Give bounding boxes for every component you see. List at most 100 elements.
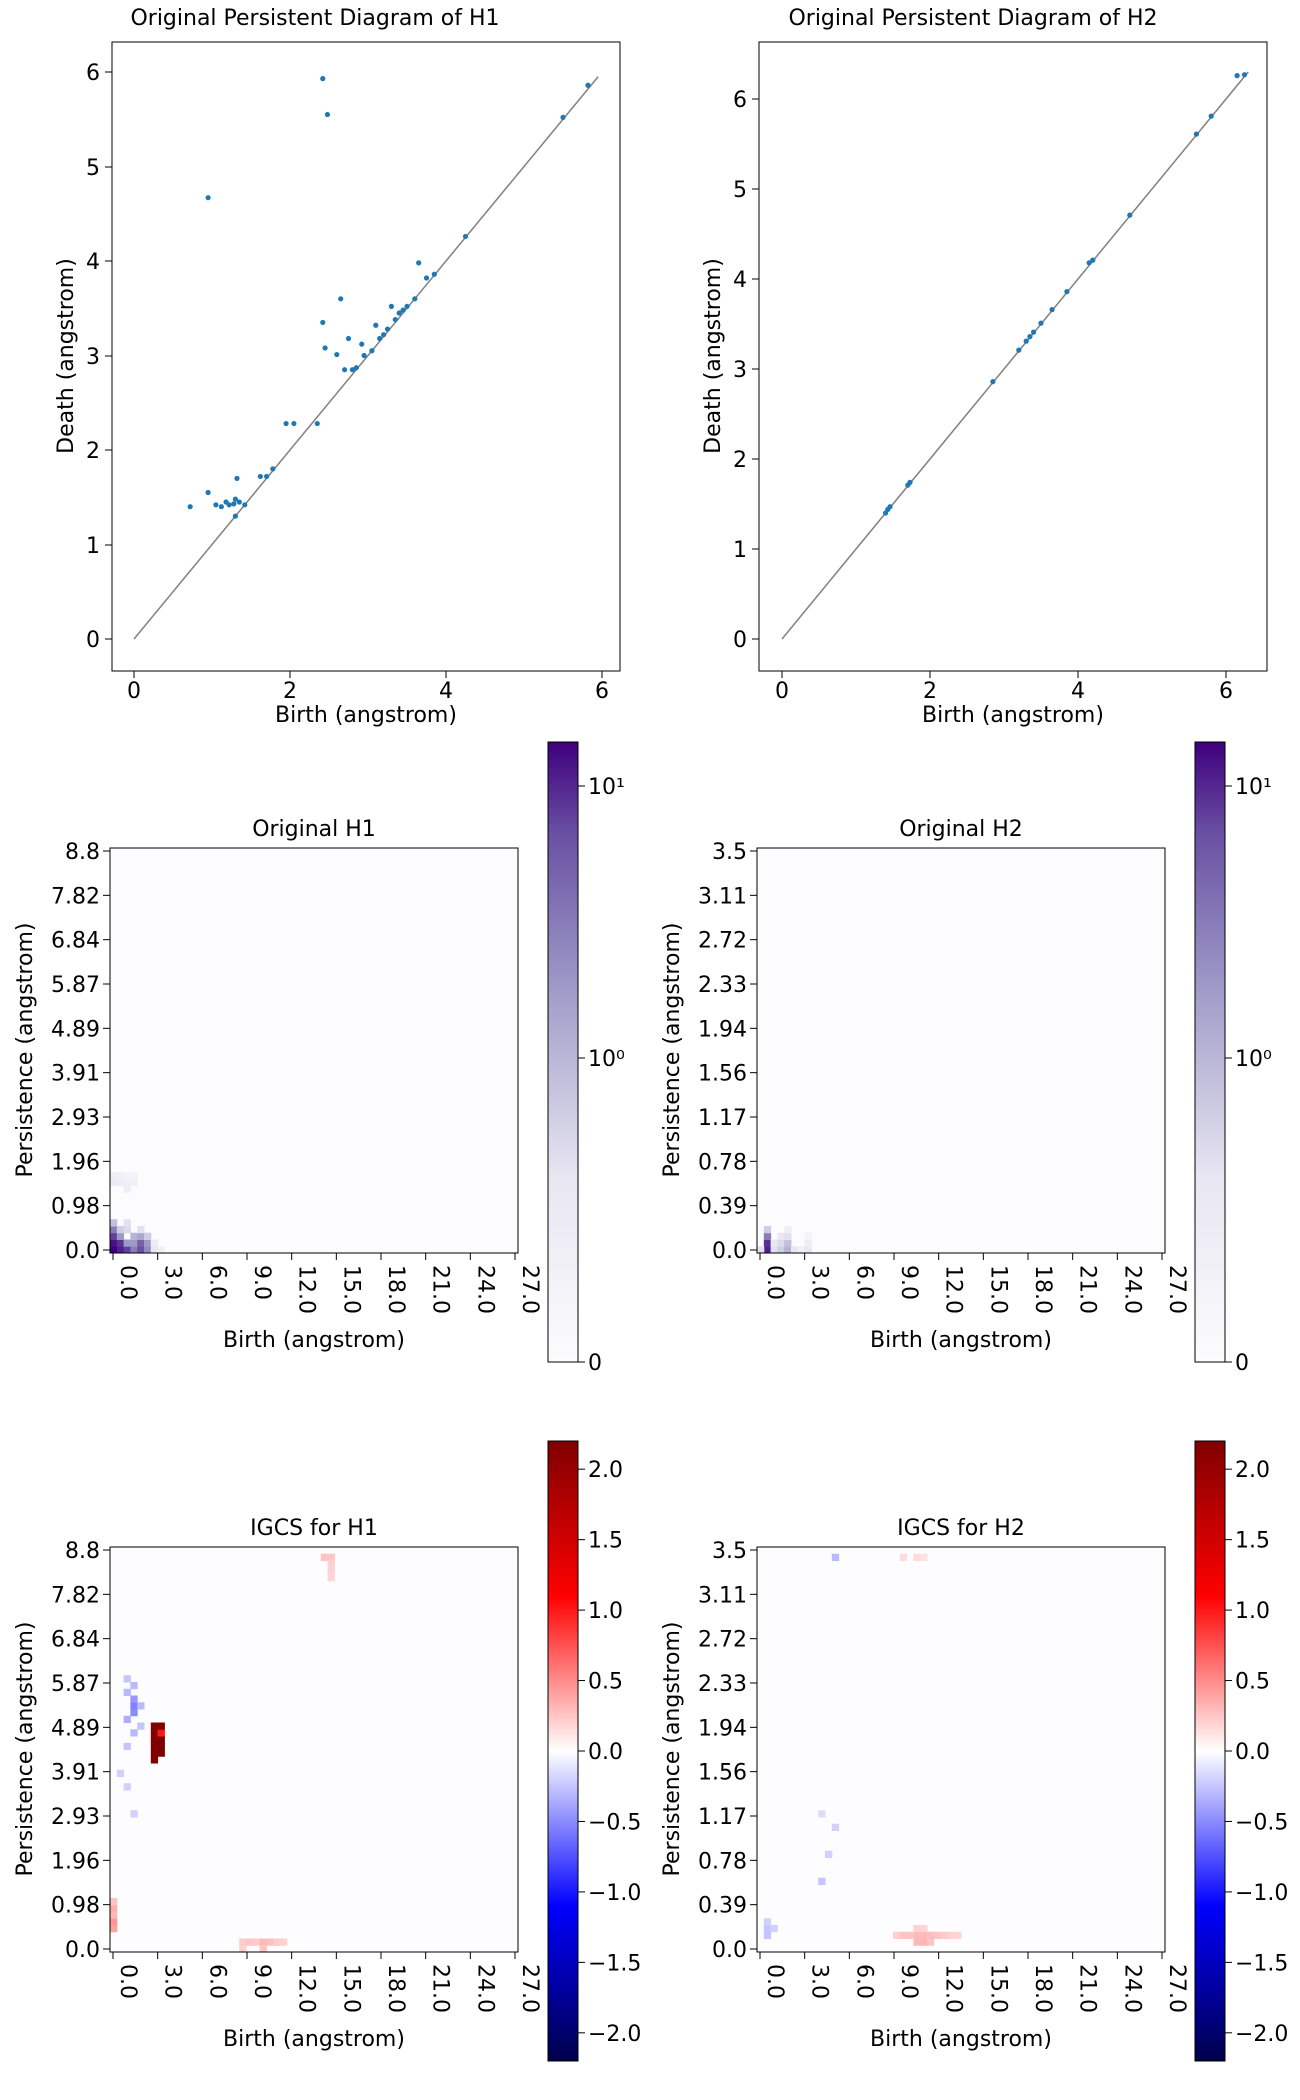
y-tick-label: 1.56 [698,1761,747,1786]
data-point [412,296,418,302]
heatmap-cell [259,1945,267,1953]
x-tick-label: 12.0 [294,1964,319,2013]
chart-title: Original Persistent Diagram of H1 [130,6,499,31]
data-point [213,502,219,508]
data-point [1031,329,1037,335]
x-tick-label: 18.0 [1030,1964,1055,2013]
heatmap-cell [239,1945,247,1953]
heatmap-cell [804,1239,812,1247]
data-point [1090,257,1096,263]
heatmap-cell [927,1938,935,1946]
y-tick-label: 1.94 [698,1716,747,1741]
y-tick-label: 5 [733,178,747,203]
y-tick-label: 2.93 [51,1805,100,1830]
heatmap-cell [150,1239,159,1247]
colorbar-gradient [547,1440,579,2062]
x-tick-label: 15.0 [985,1265,1010,1314]
y-tick-label: 6 [733,88,747,113]
colorbar-tick-label: 0 [588,1351,602,1376]
colorbar-tick-label: −0.5 [1235,1810,1288,1835]
y-tick-label: 7.82 [51,884,100,909]
data-point [1234,73,1240,79]
heatmap-cell [259,1938,267,1946]
x-tick-label: 27.0 [517,1964,542,2013]
y-tick-label: 2.72 [698,1628,747,1653]
heatmap-cells [757,1547,1165,1952]
y-tick-label: 8.8 [65,1539,100,1564]
heatmap-panel-igcs-h1: IGCS for H1 0.0 3.0 6.0 9.0 12.0 15.0 18.0 21.0… [13,1440,641,2062]
data-point [1064,289,1070,295]
heatmap-cell [784,1226,792,1234]
y-tick-label: 0.98 [51,1195,100,1220]
heatmap-cell [110,1898,118,1906]
x-tick-label: 27.0 [1164,1964,1189,2013]
heatmap-cell [123,1172,131,1180]
chart-title: IGCS for H2 [897,1516,1025,1541]
x-tick-label: 3.0 [160,1964,185,1999]
heatmap-cell [784,1232,792,1240]
heatmap-cell [110,1232,118,1240]
heatmap-cell [913,1553,921,1561]
x-tick-label: 24.0 [472,1265,497,1314]
y-tick-label: 0.78 [698,1849,747,1874]
plot-frame [756,847,1166,1254]
x-ticks: 0 2 4 6 [127,671,609,704]
y-tick-label: 3.11 [698,884,747,909]
heatmap-cell [947,1931,955,1939]
heatmap-cell [818,1810,826,1818]
colorbar-tick-label: −0.5 [588,1810,641,1835]
x-tick-label: 18.0 [383,1265,408,1314]
heatmap-cell [763,1232,772,1240]
data-point [232,496,238,502]
y-tick-label: 3.5 [712,840,747,865]
data-point [1208,113,1214,119]
colorbar-gradient [1194,741,1226,1363]
heatmap-cell [327,1574,335,1582]
heatmap-cell [246,1938,254,1946]
x-tick-label: 0.0 [115,1964,140,1999]
y-axis-label: Persistence (angstrom) [660,1622,685,1877]
colorbar-tick-label: 10⁰ [1235,1047,1272,1072]
y-tick-label: 3 [86,345,100,370]
x-tick-label: 12.0 [941,1964,966,2013]
heatmap-cell [913,1925,921,1933]
x-tick-label: 0.0 [762,1964,787,1999]
data-point [361,352,367,359]
x-tick-label: 12.0 [941,1265,966,1314]
heatmap-cells [757,848,1165,1254]
heatmap-cell [123,1226,131,1234]
y-tick-label: 6.84 [51,1628,100,1653]
heatmap-cell [784,1239,792,1247]
heatmap-cell [831,1823,840,1831]
data-point [1086,260,1092,266]
data-point [324,111,331,118]
colorbar-gradient [1194,1440,1226,2062]
heatmap-cell [157,1729,165,1737]
y-tick-label: 0.39 [698,1195,747,1220]
x-tick-label: 9.0 [249,1964,274,1999]
y-tick-label: 2 [86,439,100,464]
data-point [242,502,248,508]
heatmap-cell [797,1246,806,1254]
x-tick-label: 24.0 [1119,1964,1144,2013]
y-axis-label: Persistence (angstrom) [13,1622,38,1877]
heatmap-cell [130,1178,138,1186]
heatmap-cell [157,1749,165,1757]
heatmap-cell [137,1246,145,1254]
heatmap-cell [123,1688,131,1696]
data-point [388,303,394,309]
data-point [345,335,352,342]
y-ticks: 0 1 2 3 4 5 6 [733,88,759,653]
heatmap-cell [899,1553,908,1561]
y-tick-label: 5.87 [51,1672,100,1697]
tick: 5 [86,156,112,181]
heatmap-cell [763,1246,772,1254]
y-tick-label: 5 [86,156,100,181]
heatmap-cell [320,1553,329,1561]
heatmap-cell [327,1553,335,1561]
x-axis-label: Birth (angstrom) [870,1328,1052,1353]
y-axis-label: Persistence (angstrom) [660,923,685,1178]
colorbar-tick-label: 1.5 [1235,1529,1270,1554]
heatmap-background [110,1547,518,1952]
tick: 6 [86,61,112,86]
